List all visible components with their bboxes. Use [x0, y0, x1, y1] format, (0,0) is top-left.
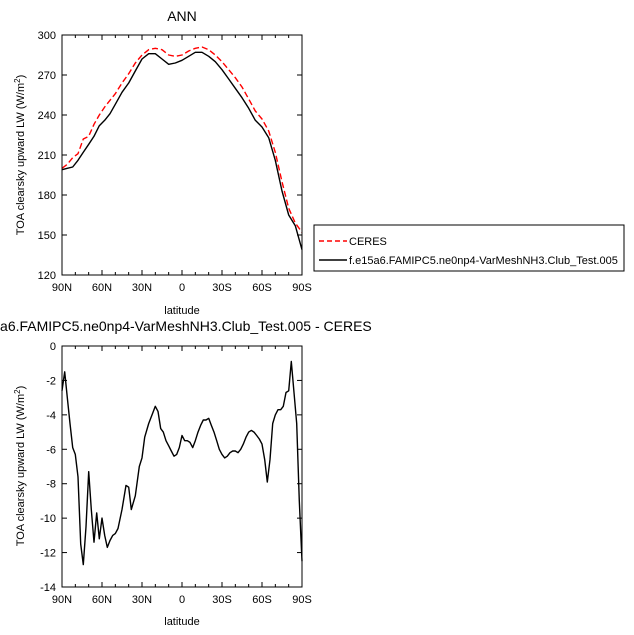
top-tick-group	[61, 34, 303, 276]
top-y-tick-label: 240	[38, 110, 56, 122]
legend-ceres-label: CERES	[349, 236, 387, 248]
bottom-x-tick-label: 0	[179, 594, 185, 606]
top-series-model-line	[61, 51, 303, 250]
bottom-y-tick-label: -10	[40, 513, 56, 525]
top-x-tick-label: 90S	[292, 282, 312, 294]
bottom-x-tick-label: 30S	[212, 594, 232, 606]
bottom-series-group	[61, 360, 303, 566]
bottom-y-tick-label: -2	[46, 375, 56, 387]
bottom-x-axis-label: latitude	[164, 616, 199, 628]
top-x-tick-label: 0	[179, 282, 185, 294]
bottom-y-tick-label: -14	[40, 582, 56, 594]
bottom-panel: 5a6.FAMIPC5.ne0np4-VarMeshNH3.Club_Test.…	[0, 318, 372, 628]
top-chart-title: ANN	[167, 8, 197, 24]
bottom-y-axis-label: TOA clearsky upward LW (W/m2)	[13, 386, 27, 547]
bottom-chart-title: 5a6.FAMIPC5.ne0np4-VarMeshNH3.Club_Test.…	[0, 318, 372, 334]
top-plot-frame	[61, 34, 303, 276]
top-y-tick-label: 150	[38, 230, 56, 242]
bottom-series-difference-line	[61, 360, 303, 566]
top-x-tick-label: 60S	[252, 282, 272, 294]
bottom-y-axis-label-main: TOA clearsky upward LW (W/m	[15, 394, 27, 546]
bottom-plot-frame	[61, 345, 303, 588]
top-y-axis-label: TOA clearsky upward LW (W/m2)	[13, 75, 27, 236]
top-series-ceres-line	[61, 46, 303, 233]
bottom-y-tick-label: -8	[46, 479, 56, 491]
top-y-tick-label: 120	[38, 270, 56, 282]
top-y-tick-label: 270	[38, 70, 56, 82]
bottom-x-tick-label: 90S	[292, 594, 312, 606]
bottom-x-tick-labels: 90N 60N 30N 0 30S 60S 90S	[52, 594, 312, 606]
legend-box	[313, 224, 625, 272]
bottom-x-tick-label: 90N	[52, 594, 72, 606]
bottom-x-tick-label: 60S	[252, 594, 272, 606]
top-x-tick-labels: 90N 60N 30N 0 30S 60S 90S	[52, 282, 312, 294]
top-y-tick-labels: 120 150 180 210 240 270 300	[38, 30, 56, 282]
bottom-y-tick-labels: 0 -2 -4 -6 -8 -10 -12 -14	[40, 341, 56, 594]
top-y-axis-label-close: )	[15, 75, 27, 79]
top-y-tick-label: 300	[38, 30, 56, 42]
bottom-x-tick-label: 30N	[132, 594, 152, 606]
bottom-y-tick-label: -4	[46, 410, 56, 422]
legend: CERES f.e15a6.FAMIPC5.ne0np4-VarMeshNH3.…	[313, 224, 625, 272]
top-x-tick-label: 30N	[132, 282, 152, 294]
top-y-axis-label-sup: 2	[13, 78, 22, 83]
bottom-x-tick-label: 60N	[92, 594, 112, 606]
bottom-y-axis-label-sup: 2	[13, 389, 22, 394]
bottom-y-tick-label: -12	[40, 548, 56, 560]
top-x-tick-label: 30S	[212, 282, 232, 294]
bottom-y-axis-label-close: )	[15, 386, 27, 390]
top-x-axis-label: latitude	[164, 305, 199, 317]
legend-model-label: f.e15a6.FAMIPC5.ne0np4-VarMeshNH3.Club_T…	[349, 255, 618, 267]
top-series-group	[61, 46, 303, 250]
top-x-tick-label: 90N	[52, 282, 72, 294]
bottom-y-tick-label: -6	[46, 444, 56, 456]
bottom-y-tick-label: 0	[50, 341, 56, 353]
top-panel: ANN 90N 60N 30N 0 30S 60S 90S 120 150 180 210 240 2…	[13, 8, 625, 317]
top-x-tick-label: 60N	[92, 282, 112, 294]
top-y-tick-label: 180	[38, 190, 56, 202]
top-y-tick-label: 210	[38, 150, 56, 162]
top-y-axis-label-main: TOA clearsky upward LW (W/m	[15, 83, 27, 235]
